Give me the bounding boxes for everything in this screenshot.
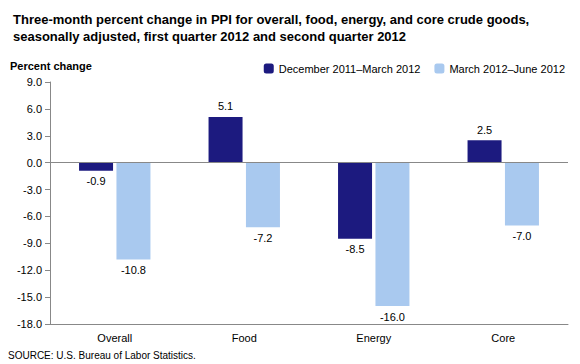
svg-text:-15.0: -15.0 <box>17 291 42 303</box>
svg-text:9.0: 9.0 <box>27 76 42 88</box>
svg-text:December 2011–March 2012: December 2011–March 2012 <box>279 63 421 75</box>
svg-text:Food: Food <box>232 332 257 344</box>
svg-text:-8.5: -8.5 <box>346 243 365 255</box>
svg-text:-3.0: -3.0 <box>23 184 42 196</box>
svg-text:-9.0: -9.0 <box>23 237 42 249</box>
svg-text:-12.0: -12.0 <box>17 264 42 276</box>
svg-text:6.0: 6.0 <box>27 103 42 115</box>
svg-text:5.1: 5.1 <box>218 100 233 112</box>
svg-text:0.0: 0.0 <box>27 157 42 169</box>
svg-text:-0.9: -0.9 <box>87 175 106 187</box>
svg-text:-6.0: -6.0 <box>23 210 42 222</box>
svg-text:-10.8: -10.8 <box>121 264 146 276</box>
svg-text:Core: Core <box>491 332 515 344</box>
svg-text:2.5: 2.5 <box>477 124 492 136</box>
svg-text:Energy: Energy <box>356 332 391 344</box>
svg-text:seasonally adjusted, first qua: seasonally adjusted, first quarter 2012 … <box>13 29 406 44</box>
svg-text:-18.0: -18.0 <box>17 318 42 330</box>
svg-text:Overall: Overall <box>97 332 132 344</box>
svg-text:-16.0: -16.0 <box>380 311 405 323</box>
svg-text:March 2012–June 2012: March 2012–June 2012 <box>449 63 565 75</box>
svg-text:3.0: 3.0 <box>27 130 42 142</box>
svg-text:Three-month percent change in: Three-month percent change in PPI for ov… <box>13 12 533 27</box>
svg-text:-7.2: -7.2 <box>253 232 272 244</box>
svg-text:-7.0: -7.0 <box>512 230 531 242</box>
svg-text:Percent change: Percent change <box>10 60 92 72</box>
svg-text:SOURCE: U.S. Bureau of Labor S: SOURCE: U.S. Bureau of Labor Statistics. <box>8 350 196 361</box>
